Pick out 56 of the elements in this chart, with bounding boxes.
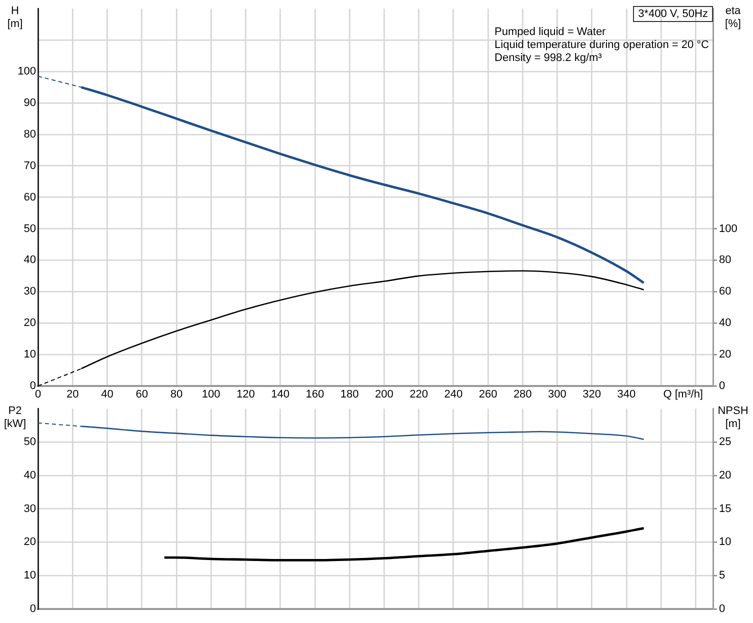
x-tick-label: 120: [236, 388, 255, 401]
y-tick-label: 50: [24, 222, 36, 235]
y-tick-label: 50: [24, 436, 36, 448]
y-tick-label: 10: [24, 348, 36, 361]
x-tick-label: 260: [478, 388, 498, 401]
y2-tick-label: 10: [719, 536, 732, 548]
y2-tick-label: 25: [719, 436, 732, 448]
y2-tick-label: 0: [719, 603, 726, 616]
y-tick-label: 80: [24, 128, 36, 140]
x-tick-label: 280: [513, 388, 532, 401]
y2-tick-label: 80: [719, 254, 732, 266]
y2-tick-label: 20: [719, 348, 732, 361]
x-tick-label: 200: [374, 388, 394, 401]
annotation: Liquid temperature during operation = 20 °C: [494, 39, 710, 52]
y-tick-label: 70: [24, 160, 36, 172]
x-tick-label: 320: [582, 388, 602, 401]
y2-tick-label: 20: [719, 469, 732, 482]
annotation: Density = 998.2 kg/m³: [494, 52, 603, 65]
y2-tick-label: 15: [719, 502, 732, 515]
x-tick-label: 80: [170, 388, 183, 401]
x-tick-label: 60: [136, 388, 148, 401]
x-tick-label: 300: [548, 388, 566, 401]
y2-tick-label: 60: [719, 286, 732, 298]
x-tick-label: 180: [340, 388, 359, 401]
x-tick-label: 40: [101, 388, 114, 401]
y2-tick-label: 5: [719, 570, 726, 582]
y2-axis-title: NPSH [m]: [718, 405, 748, 430]
annotation: Pumped liquid = Water: [494, 26, 607, 39]
y2-tick-label: 40: [719, 317, 732, 330]
x-tick-label: 20: [66, 388, 79, 401]
y-tick-label: 60: [24, 191, 36, 204]
x-tick-label: 220: [410, 388, 428, 401]
y-tick-label: 10: [24, 570, 36, 582]
y-axis-title: H [m]: [7, 5, 23, 30]
x-axis-title: Q [m³/h]: [663, 388, 703, 401]
annotation: 3*400 V, 50Hz: [633, 6, 713, 22]
y-tick-label: 90: [24, 96, 36, 109]
y-tick-label: 20: [24, 317, 36, 330]
x-tick-label: 100: [202, 388, 220, 401]
y2-tick-label: 0: [719, 380, 726, 392]
y-tick-label: 40: [24, 469, 36, 482]
y-tick-label: 100: [18, 66, 36, 78]
line-series: [163, 526, 645, 562]
y-tick-label: 0: [30, 380, 36, 392]
y-tick-label: 30: [24, 286, 36, 298]
y-tick-label: 20: [24, 536, 36, 548]
x-tick-label: 140: [271, 388, 290, 401]
x-tick-label: 240: [444, 388, 463, 401]
y2-tick-label: 100: [719, 222, 738, 235]
y-axis-title: P2 [kW]: [4, 405, 26, 430]
y-tick-label: 40: [24, 254, 36, 266]
x-tick-label: 340: [617, 388, 636, 401]
y2-axis-title: eta [%]: [725, 5, 742, 30]
y-tick-label: 0: [30, 603, 36, 616]
y-tick-label: 30: [24, 502, 36, 515]
x-tick-label: 160: [306, 388, 324, 401]
